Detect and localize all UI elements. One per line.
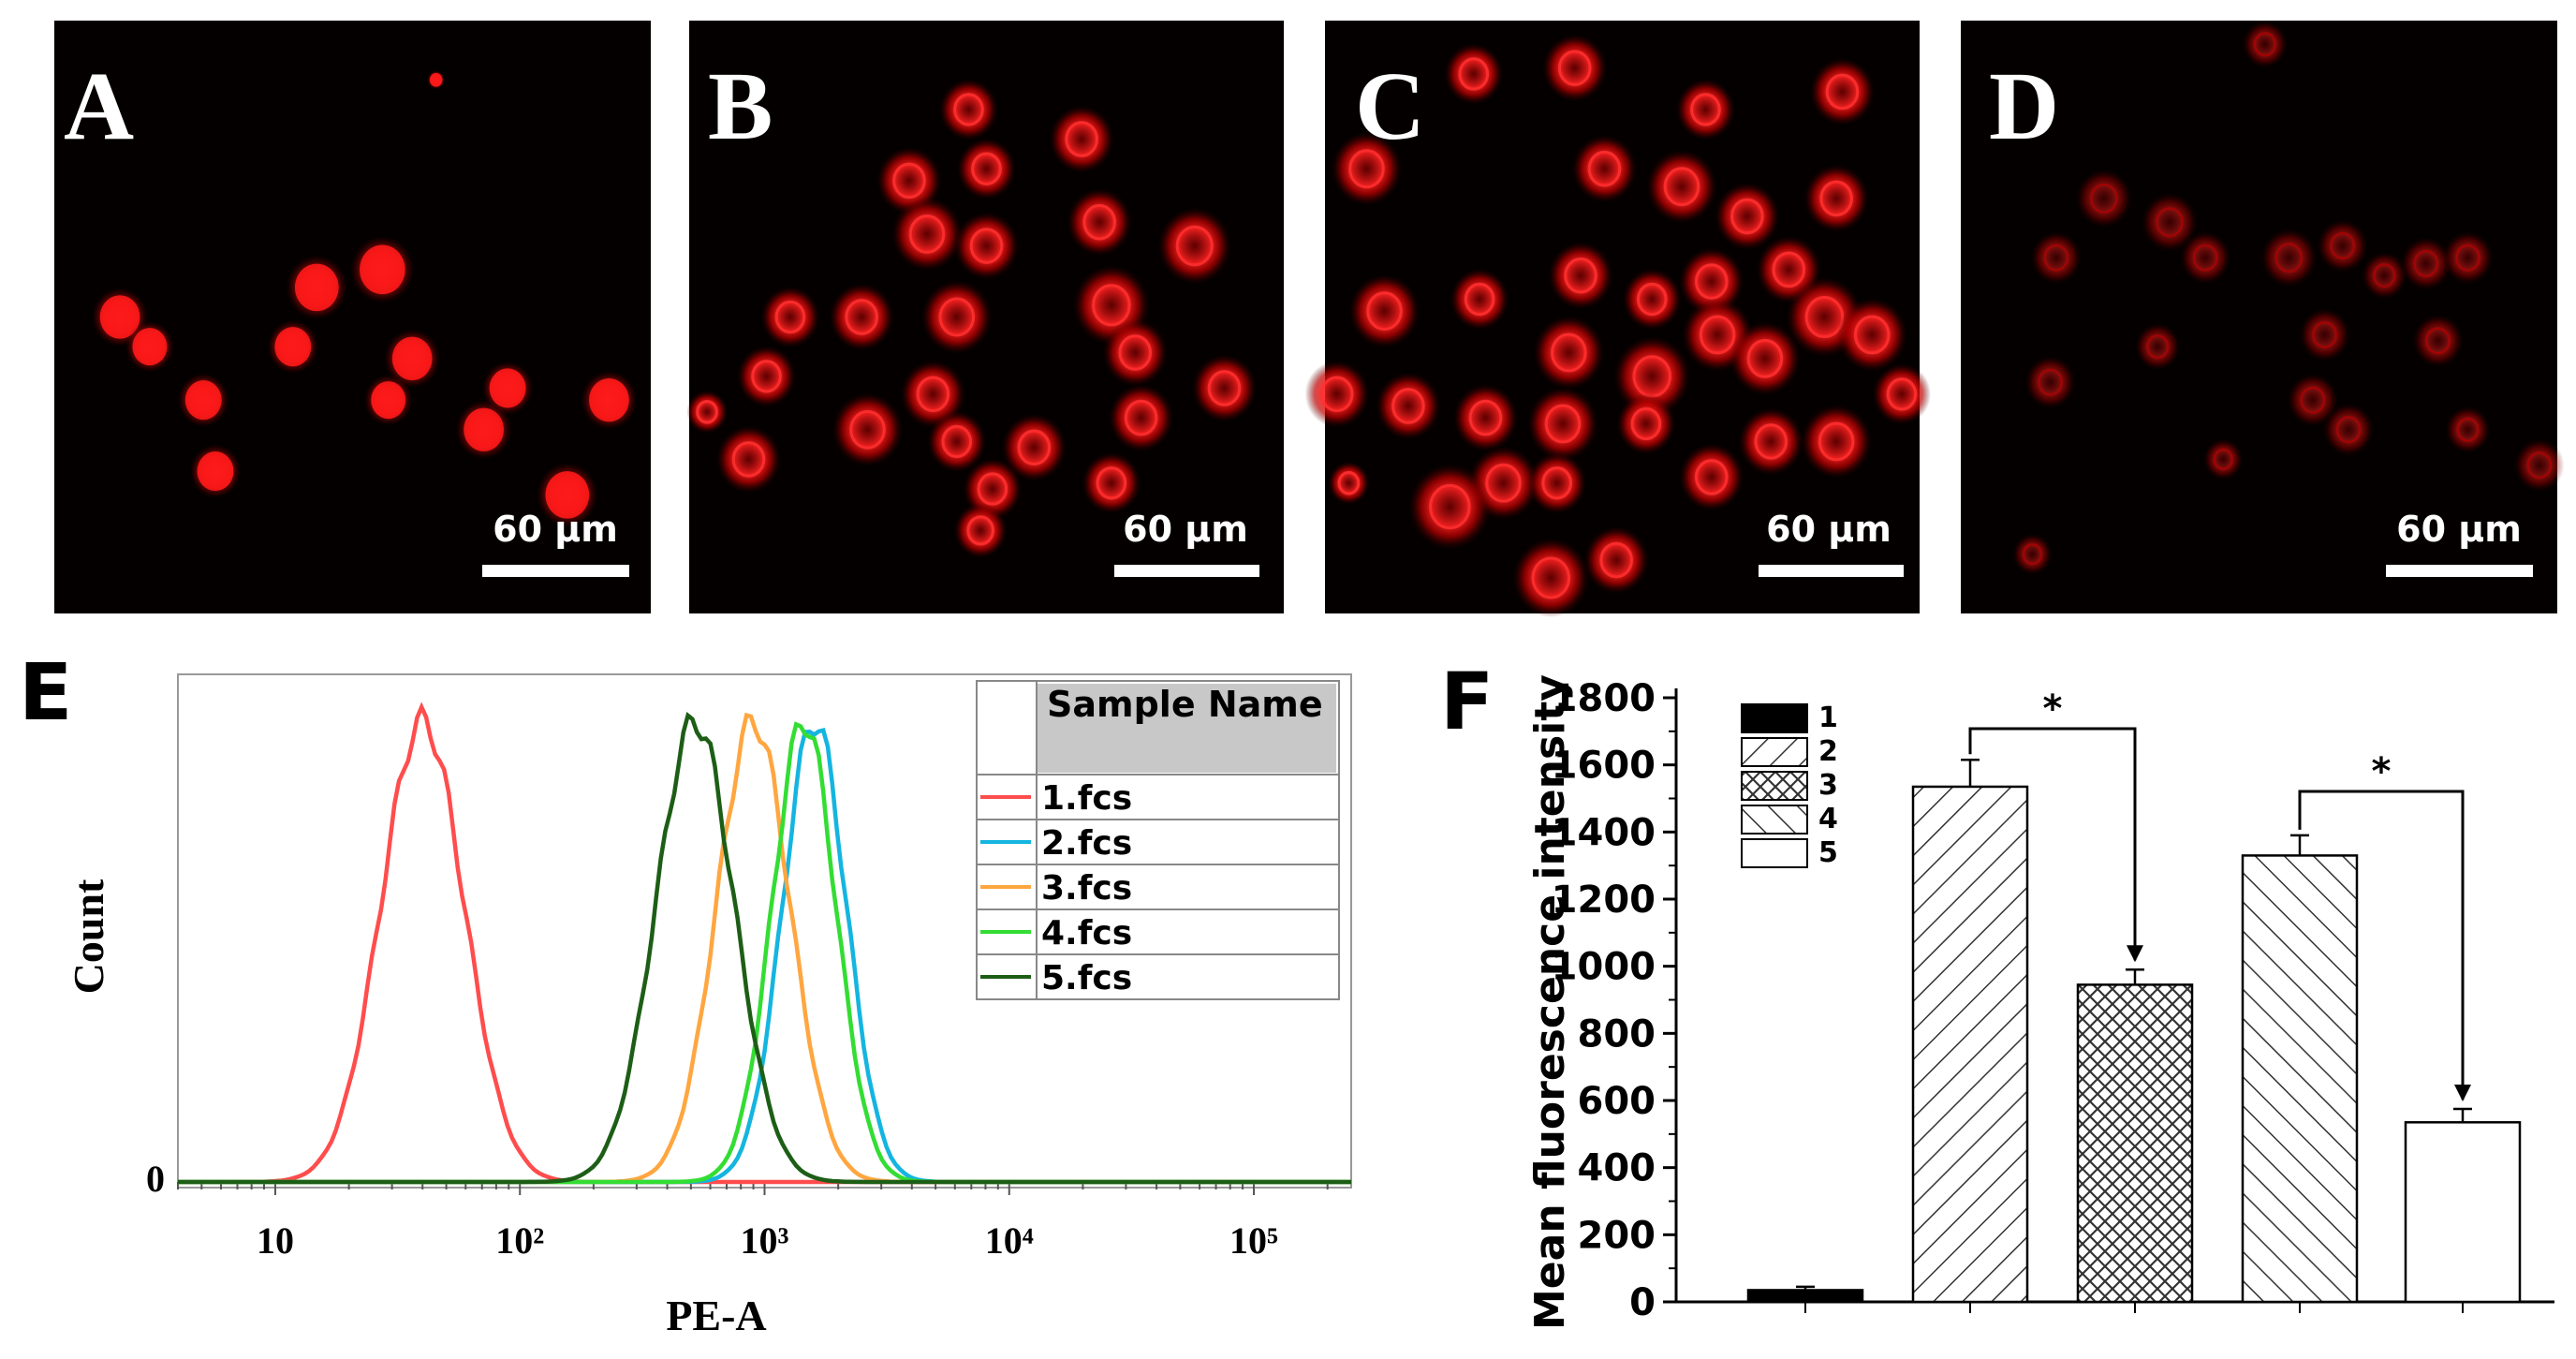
micrograph-a: A 60 µm (54, 21, 651, 613)
bar-2 (1911, 785, 2029, 1304)
significance-arrow-1 (2127, 945, 2143, 963)
significance-bracket-2 (2298, 790, 2465, 1100)
histogram-x-tick-label: 10² (495, 1219, 544, 1262)
bar-chart-y-tick-label: 400 (1578, 1147, 1656, 1190)
legend-entry-1: 1.fcs (1041, 779, 1132, 818)
bar-3 (2076, 983, 2194, 1304)
histogram-x-tick-label: 10 (257, 1219, 294, 1262)
legend-swatch-bar-5 (1741, 838, 1808, 868)
histogram-legend: Sample Name 1.fcs 2.fcs 3.fcs 4.fcs 5.fcs (976, 680, 1340, 1000)
bar-chart-y-tick-label: 1000 (1552, 946, 1656, 989)
bar-1 (1746, 1289, 1864, 1304)
histogram-y-tick-label: 0 (146, 1158, 165, 1200)
legend-swatch-bar-4 (1741, 805, 1808, 835)
micrograph-d: D 60 µm (1961, 21, 2565, 613)
histogram-x-tick-label: 10⁴ (985, 1219, 1034, 1262)
scale-bar-label-a: 60 µm (493, 509, 618, 550)
bar-chart-y-axis-label: Mean fluorescence intensity (1526, 674, 1574, 1330)
scale-bar-c (1759, 565, 1904, 577)
bar-5 (2404, 1121, 2522, 1304)
histogram-x-tick-label: 10³ (741, 1219, 789, 1262)
legend-label-bar-5: 5 (1818, 836, 1838, 869)
legend-label-bar-4: 4 (1818, 803, 1838, 835)
bar-chart-y-tick-label: 600 (1578, 1080, 1656, 1123)
panel-label-e: E (19, 646, 72, 738)
bar-chart-y-tick-label: 1400 (1552, 811, 1656, 854)
legend-header-cell (1037, 684, 1336, 773)
panel-label-f: F (1440, 656, 1494, 747)
legend-swatch-bar-2 (1741, 737, 1808, 767)
legend-label-bar-2: 2 (1818, 735, 1838, 768)
scale-bar-d (2386, 565, 2533, 577)
bar-chart-y-tick-label: 200 (1578, 1214, 1656, 1257)
legend-entry-5: 5.fcs (1041, 959, 1132, 997)
legend-entry-4: 4.fcs (1041, 914, 1132, 953)
panel-label-c: C (1355, 52, 1425, 160)
legend-header: Sample Name (1047, 684, 1323, 725)
panel-label-a: A (64, 52, 134, 160)
significance-star-1: * (2043, 687, 2063, 731)
scale-bar-a (482, 565, 629, 577)
legend-swatch-bar-1 (1741, 703, 1808, 733)
histogram-x-tick-label: 10⁵ (1229, 1219, 1278, 1262)
bar-chart-y-tick-label: 800 (1578, 1012, 1656, 1056)
histogram-chart: 10 10² 10³ 10⁴ 10⁵ 0 Sample Name 1.fcs 2.fcs 3.f… (65, 673, 1352, 1339)
scale-bar-label-c: 60 µm (1766, 509, 1892, 550)
legend-entry-3: 3.fcs (1041, 869, 1132, 908)
significance-star-2: * (2372, 750, 2392, 793)
histogram-x-axis-label: PE-A (666, 1292, 766, 1339)
bar-chart-y-tick-label: 1600 (1552, 745, 1656, 788)
legend-swatch-bar-3 (1741, 771, 1808, 801)
legend-entry-2: 2.fcs (1041, 824, 1132, 863)
bar-chart-y-tick-label: 1200 (1552, 879, 1656, 922)
bar-chart-y-tick-label: 0 (1629, 1281, 1656, 1324)
legend-label-bar-1: 1 (1818, 702, 1838, 734)
significance-bracket-1 (1968, 727, 2137, 961)
micrograph-b: B 60 µm (686, 21, 1284, 613)
scale-bar-label-b: 60 µm (1123, 509, 1248, 550)
panel-label-d: D (1989, 52, 2059, 160)
histogram-y-axis-label: Count (65, 879, 112, 994)
legend-label-bar-3: 3 (1818, 769, 1838, 802)
bar-chart-y-tick-label: 1800 (1552, 677, 1656, 720)
bar-4 (2241, 854, 2359, 1304)
scale-bar-b (1114, 565, 1259, 577)
histogram-series-5 (178, 712, 1351, 1185)
panel-label-b: B (708, 52, 773, 160)
scale-bar-label-d: 60 µm (2396, 509, 2522, 550)
significance-arrow-2 (2454, 1084, 2471, 1101)
micrograph-c: C 60 µm (1304, 21, 1931, 618)
